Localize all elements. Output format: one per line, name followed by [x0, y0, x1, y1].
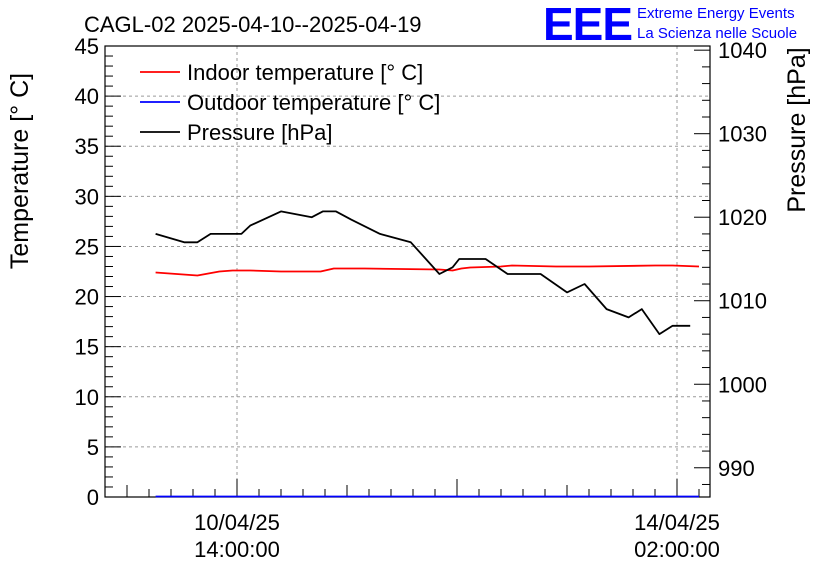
right-tick-label: 1030	[718, 122, 767, 147]
left-tick-label: 15	[75, 335, 99, 360]
left-tick-label: 10	[75, 385, 99, 410]
series-line-3	[155, 210, 691, 336]
legend: Indoor temperature [° C] Outdoor temperat…	[140, 60, 440, 145]
right-axis: 990 1000 1010 1020 1030 1040	[694, 38, 767, 485]
series-line-1	[155, 264, 700, 277]
y-axis-label-left: Temperature [° C]	[6, 73, 34, 269]
left-tick-label: 30	[75, 184, 99, 209]
eee-logo-letters: EEE	[543, 2, 632, 46]
left-tick-label: 40	[75, 84, 99, 109]
left-tick-label: 20	[75, 285, 99, 310]
left-axis: 0 5 10 15 20 25 30 35 40 45	[75, 34, 121, 510]
left-tick-label: 35	[75, 134, 99, 159]
x-tick-label-date: 14/04/25	[634, 510, 720, 535]
right-tick-label: 1040	[718, 38, 767, 63]
eee-logo-mark: EEE	[543, 2, 633, 46]
right-tick-label: 1000	[718, 372, 767, 397]
logo-tagline-1: Extreme Energy Events	[637, 5, 795, 22]
right-tick-label: 990	[718, 456, 755, 481]
logo-tagline-2: La Scienza nelle Scuole	[637, 25, 798, 42]
left-tick-label: 45	[75, 34, 99, 59]
grid-lines	[105, 46, 710, 497]
left-tick-label: 5	[87, 435, 99, 460]
y-axis-label-right: Pressure [hPa]	[783, 47, 811, 212]
series-group	[155, 210, 700, 498]
left-tick-label: 25	[75, 234, 99, 259]
right-tick-label: 1020	[718, 205, 767, 230]
chart-title: CAGL-02 2025-04-10--2025-04-19	[84, 12, 422, 37]
x-tick-label-date: 10/04/25	[194, 510, 280, 535]
x-tick-label-time: 02:00:00	[634, 537, 720, 562]
legend-label: Indoor temperature [° C]	[187, 60, 423, 85]
left-tick-label: 0	[87, 485, 99, 510]
legend-label: Outdoor temperature [° C]	[187, 90, 440, 115]
x-tick-label-time: 14:00:00	[194, 537, 280, 562]
eee-logo: EEE Extreme Energy Events La Scienza nel…	[543, 2, 833, 46]
right-tick-label: 1010	[718, 289, 767, 314]
legend-label: Pressure [hPa]	[187, 120, 333, 145]
